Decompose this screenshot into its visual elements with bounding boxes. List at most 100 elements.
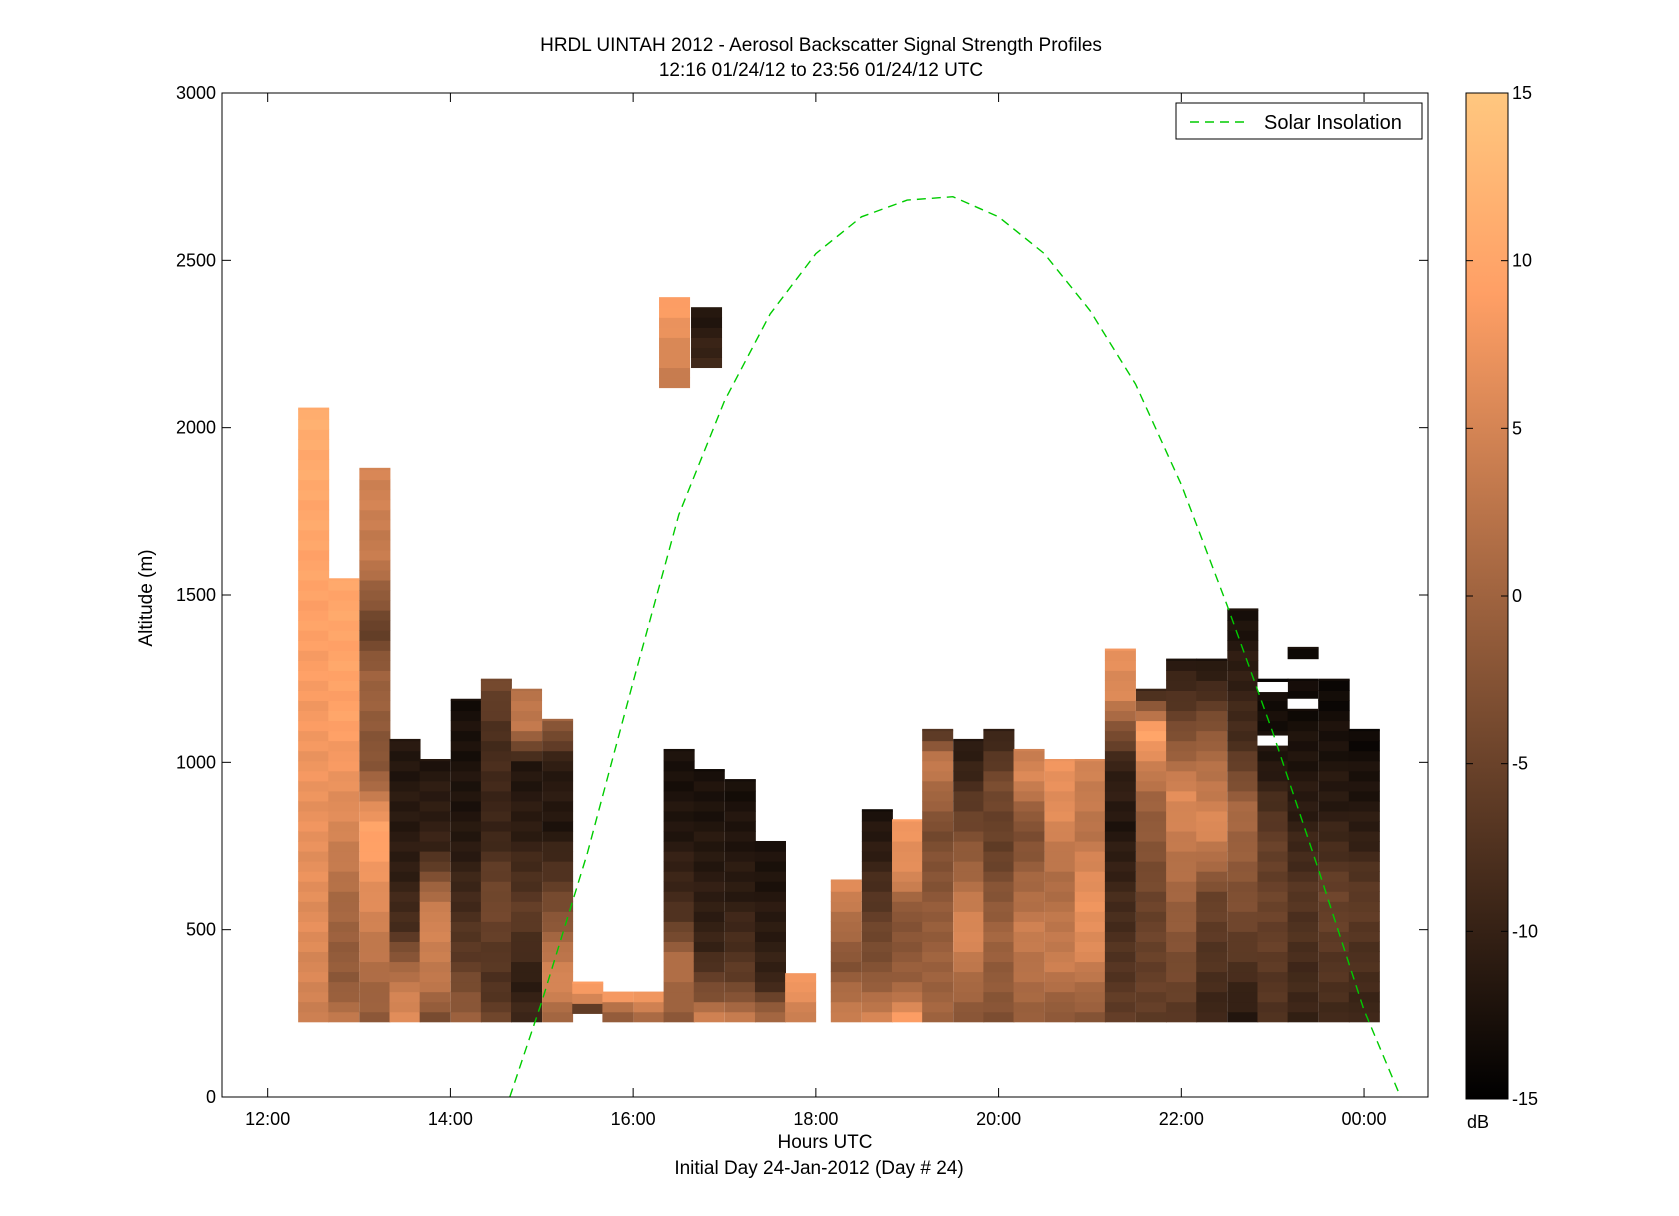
heatmap-cell (298, 971, 330, 983)
heatmap-cell (754, 931, 786, 942)
heatmap-cell (953, 911, 985, 922)
chart-subtitle: 12:16 01/24/12 to 23:56 01/24/12 UTC (659, 60, 983, 81)
heatmap-cell (359, 509, 391, 521)
heatmap-cell (754, 991, 786, 1003)
heatmap-cell (922, 941, 954, 953)
heatmap-cell (663, 748, 695, 752)
heatmap-cell (480, 1001, 512, 1013)
heatmap-cell (983, 1001, 1015, 1013)
heatmap-cell (389, 921, 421, 932)
heatmap-cell (328, 630, 360, 641)
heatmap-cell (1196, 720, 1228, 732)
heatmap-cell (480, 1011, 512, 1023)
heatmap-cell (892, 931, 924, 942)
heatmap-cell (1135, 840, 1167, 852)
heatmap-cell (1196, 660, 1228, 671)
heatmap-cell (1135, 688, 1167, 691)
heatmap-cell (511, 971, 543, 983)
heatmap-cell (892, 901, 924, 912)
heatmap-cell (1135, 800, 1167, 812)
heatmap-cell (1318, 790, 1350, 802)
heatmap-cell (1348, 800, 1380, 812)
heatmap-cell (1257, 810, 1289, 822)
heatmap-cell (359, 569, 391, 581)
heatmap-cell (1287, 941, 1319, 953)
heatmap-cell (724, 780, 756, 792)
heatmap-cell (1074, 971, 1106, 983)
heatmap-cell (1257, 931, 1289, 942)
heatmap-cell (1227, 951, 1259, 963)
heatmap-cell (892, 941, 924, 953)
heatmap-cell (1196, 690, 1228, 702)
heatmap-cell (511, 820, 543, 832)
heatmap-cell (328, 891, 360, 902)
heatmap-cell (328, 961, 360, 973)
heatmap-cell (724, 790, 756, 802)
heatmap-cell (542, 840, 574, 852)
heatmap-cell (724, 800, 756, 812)
heatmap-cell (1196, 680, 1228, 691)
heatmap-cell (1135, 730, 1167, 742)
heatmap-cell (328, 871, 360, 882)
heatmap-cell (892, 981, 924, 993)
heatmap-cell (1104, 770, 1136, 782)
heatmap-cell (1257, 911, 1289, 922)
heatmap-cell (1257, 760, 1289, 772)
heatmap-cell (1318, 861, 1350, 872)
heatmap-cell (861, 1001, 893, 1013)
heatmap-cell (359, 529, 391, 541)
heatmap-cell (1104, 951, 1136, 963)
heatmap-cell (1013, 991, 1045, 1003)
colorbar-tick-label: 15 (1512, 83, 1532, 103)
heatmap-cell (892, 871, 924, 882)
heatmap-cell (861, 911, 893, 922)
heatmap-cell (328, 881, 360, 892)
heatmap-cell (1287, 830, 1319, 842)
y-tick-label: 1500 (176, 585, 216, 605)
heatmap-cell (298, 790, 330, 802)
heatmap-cell (922, 750, 954, 762)
heatmap-cell (1348, 971, 1380, 983)
heatmap-cell (861, 901, 893, 912)
heatmap-cell (1166, 931, 1198, 942)
heatmap-cell (922, 840, 954, 852)
heatmap-cell (1287, 851, 1319, 862)
heatmap-cell (359, 1001, 391, 1013)
heatmap-cell (754, 851, 786, 862)
heatmap-cell (542, 1011, 574, 1023)
heatmap-cell (1257, 820, 1289, 832)
heatmap-cell (1257, 770, 1289, 782)
heatmap-cell (1287, 648, 1319, 660)
heatmap-cells (298, 297, 1380, 1023)
heatmap-cell (983, 830, 1015, 842)
heatmap-cell (1166, 941, 1198, 953)
heatmap-cell (298, 961, 330, 973)
heatmap-cell (1196, 840, 1228, 852)
heatmap-cell (450, 951, 482, 963)
heatmap-cell (1013, 830, 1045, 842)
heatmap-cell (298, 840, 330, 852)
y-tick-label: 500 (186, 920, 216, 940)
heatmap-cell (892, 861, 924, 872)
heatmap-cell (1044, 891, 1076, 902)
heatmap-cell (1166, 891, 1198, 902)
heatmap-cell (359, 851, 391, 862)
heatmap-cell (419, 760, 451, 772)
heatmap-cell (328, 720, 360, 732)
heatmap-cell (1318, 851, 1350, 862)
heatmap-cell (1348, 991, 1380, 1003)
heatmap-cell (922, 790, 954, 802)
heatmap-cell (693, 911, 725, 922)
heatmap-cell (389, 851, 421, 862)
heatmap-cell (419, 991, 451, 1003)
heatmap-cell (1287, 810, 1319, 822)
heatmap-cell (1104, 750, 1136, 762)
heatmap-cell (1348, 1001, 1380, 1013)
heatmap-cell (1318, 680, 1350, 691)
heatmap-cell (861, 961, 893, 973)
heatmap-cell (572, 1003, 604, 1014)
heatmap-cell (1348, 871, 1380, 882)
heatmap-cell (1044, 780, 1076, 792)
heatmap-cell (1257, 780, 1289, 792)
heatmap-cell (359, 730, 391, 742)
